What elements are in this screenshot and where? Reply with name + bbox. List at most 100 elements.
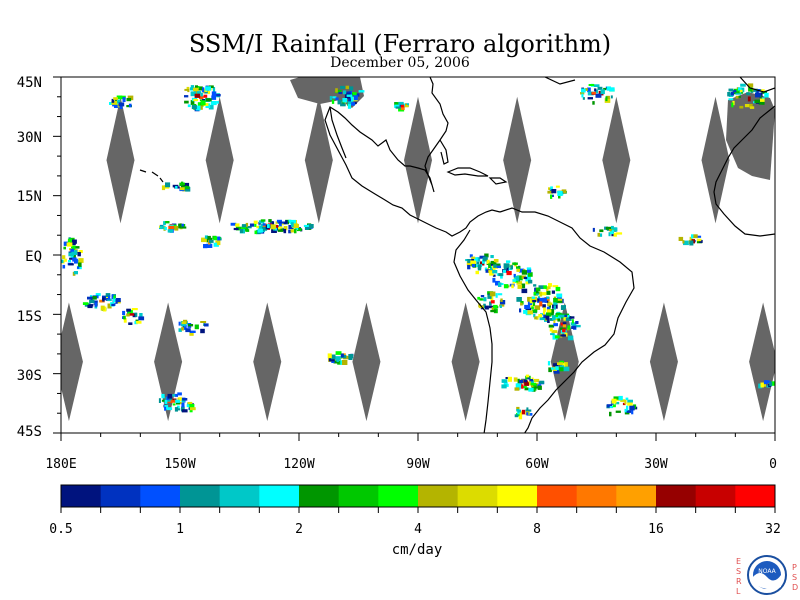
colorbar-swatch	[140, 485, 181, 507]
rain-pixel	[174, 393, 178, 397]
rain-pixel	[750, 90, 754, 93]
rain-pixel	[527, 268, 532, 273]
colorbar-swatch	[100, 485, 141, 507]
rain-pixel	[283, 226, 288, 231]
rain-pixel	[529, 379, 534, 382]
rain-pixel	[347, 101, 353, 105]
rain-pixel	[523, 309, 528, 314]
rain-pixel	[87, 296, 93, 300]
rain-pixel	[606, 226, 611, 230]
rain-pixel	[340, 353, 344, 358]
rain-pixel	[70, 237, 75, 240]
rain-pixel	[534, 316, 537, 320]
rain-pixel	[506, 271, 512, 276]
rain-pixel	[516, 281, 523, 285]
rain-pixel	[754, 99, 760, 104]
rain-pixel	[270, 221, 274, 224]
rain-pixel	[178, 397, 182, 402]
rain-pixel	[614, 401, 620, 405]
rain-pixel	[178, 328, 182, 332]
rain-pixel	[493, 308, 498, 314]
rain-pixel	[128, 103, 132, 108]
rain-pixel	[194, 89, 199, 95]
rain-pixel	[296, 228, 302, 232]
rain-pixel	[495, 280, 500, 286]
rain-pixel	[61, 259, 64, 263]
rain-pixel	[603, 87, 607, 91]
logo-letter: D	[792, 583, 799, 592]
rain-pixel	[89, 299, 95, 304]
rain-pixel	[518, 268, 525, 273]
rain-pixel	[399, 105, 405, 111]
colorbar-swatch	[378, 485, 419, 507]
rain-pixel	[533, 291, 537, 295]
rain-pixel	[74, 246, 80, 249]
lat-label-45s: 45S	[16, 424, 42, 440]
rain-pixel	[595, 89, 599, 94]
rain-pixel	[543, 285, 547, 289]
rain-pixel	[105, 293, 111, 297]
colorbar-label-1: 1	[176, 522, 184, 537]
noaa-emblem: NOAA	[747, 555, 787, 595]
rain-pixel	[190, 407, 196, 411]
rain-pixel	[198, 86, 203, 91]
rain-pixel	[533, 284, 537, 287]
rain-pixel	[184, 88, 188, 91]
rain-pixel	[525, 281, 530, 285]
coastline-europe	[739, 77, 775, 93]
lat-label-30n: 30N	[16, 130, 42, 146]
rain-pixel	[552, 315, 556, 321]
rain-pixel	[505, 383, 509, 387]
rain-pixel	[551, 194, 554, 197]
rain-pixel	[531, 377, 534, 381]
rain-pixel	[64, 258, 67, 262]
rain-pixel	[519, 411, 523, 417]
rain-pixel	[521, 275, 526, 279]
rain-pixel	[527, 296, 533, 302]
rain-pixel	[68, 260, 71, 263]
rain-pixel	[194, 324, 199, 330]
colorbar-swatch	[457, 485, 498, 507]
rain-pixel	[136, 320, 142, 324]
rain-pixel	[538, 285, 544, 289]
chart-title: SSM/I Rainfall (Ferraro algorithm)	[188, 30, 612, 58]
rain-pixel	[340, 85, 346, 89]
rain-pixel	[469, 254, 473, 258]
coastline-florida	[439, 139, 449, 165]
rain-pixel	[207, 90, 210, 95]
rain-pixel	[562, 323, 567, 328]
rain-pixel	[558, 194, 561, 199]
rain-pixel	[340, 103, 346, 107]
rain-pixel	[119, 105, 123, 109]
rain-pixel	[279, 226, 283, 229]
rain-pixel	[513, 273, 516, 278]
rain-pixel	[762, 384, 766, 387]
rain-pixel	[291, 222, 294, 228]
rain-pixel	[760, 89, 765, 92]
rain-pixel	[295, 227, 299, 230]
rain-pixel	[499, 305, 502, 308]
rain-pixel	[181, 185, 184, 188]
lat-label-45n: 45N	[16, 75, 42, 91]
rain-pixel	[608, 232, 611, 237]
rain-pixel	[168, 225, 175, 230]
rain-pixel	[592, 227, 595, 232]
rain-pixel	[107, 295, 111, 300]
rain-pixel	[699, 240, 703, 243]
rain-pixel	[346, 94, 353, 97]
colorbar-label-16: 16	[648, 522, 664, 537]
logo-letter: S	[792, 573, 798, 582]
rain-pixel	[592, 101, 595, 105]
rain-pixel	[307, 224, 314, 229]
rain-pixel	[241, 224, 247, 228]
rain-pixel	[102, 297, 105, 302]
rain-pixel	[167, 229, 174, 233]
swath-gap	[726, 92, 775, 180]
rain-pixel	[520, 302, 523, 306]
rain-pixel	[575, 321, 579, 324]
rain-pixel	[555, 286, 561, 292]
rain-pixel	[554, 335, 560, 339]
rain-pixel	[531, 306, 534, 309]
rain-pixel	[73, 254, 76, 259]
